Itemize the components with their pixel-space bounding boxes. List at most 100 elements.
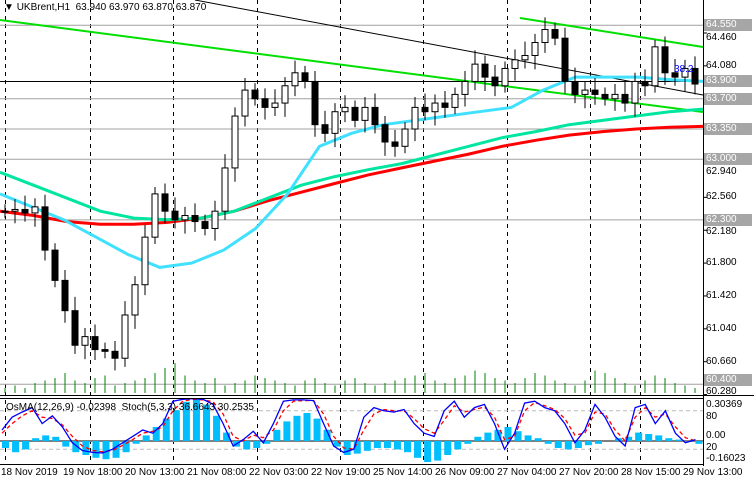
osma-bar: [373, 441, 381, 448]
bull-candle: [291, 72, 299, 87]
time-axis-label: 19 Nov 18:00: [63, 467, 123, 478]
osma-bar: [92, 441, 100, 458]
osma-bar: [132, 441, 140, 444]
osma-bar: [203, 404, 210, 441]
price-axis-label: 64.460: [706, 31, 737, 43]
indicator-title: OsMA(12,26,9) -0.02398 Stoch(5,3,3) 36.6…: [6, 402, 254, 413]
bear-candle: [101, 349, 109, 352]
bull-candle: [451, 93, 459, 108]
bull-candle: [271, 102, 279, 108]
level-price-tag: 62.300: [704, 213, 752, 226]
osma-bar: [625, 436, 633, 441]
osma-bar: [22, 441, 30, 450]
osma-bar: [343, 441, 351, 455]
osma-bar: [72, 441, 80, 453]
bear-candle: [601, 93, 609, 100]
bear-candle: [161, 193, 169, 212]
osma-bar: [82, 441, 90, 455]
bear-candle: [301, 72, 309, 82]
osma-bar: [574, 441, 582, 448]
collapse-arrow-icon[interactable]: ▼: [4, 2, 14, 13]
bear-candle: [21, 208, 29, 214]
chart-title: ▼ UKBrent,H1 63.940 63.970 63.870 63.870: [4, 2, 206, 13]
level-price-tag: 63.000: [704, 153, 752, 166]
level-price-tag: 63.350: [704, 123, 752, 135]
osma-bar: [424, 441, 432, 462]
bull-candle: [211, 210, 219, 229]
price-axis-label: 60.280: [706, 386, 737, 397]
bull-candle: [411, 106, 419, 130]
bear-candle: [351, 106, 359, 121]
bull-candle: [581, 89, 589, 95]
time-axis-label: 26 Nov 09:00: [435, 467, 495, 478]
time-axis-label: 22 Nov 03:00: [249, 467, 309, 478]
osma-bar: [404, 441, 411, 453]
bear-candle: [491, 76, 499, 87]
osma-bar: [102, 441, 110, 460]
bull-candle: [121, 314, 129, 359]
fib-level-label: 38.2: [674, 64, 694, 75]
price-axis-label: 62.940: [706, 165, 737, 177]
osma-bar: [544, 441, 552, 444]
bull-candle: [611, 93, 619, 100]
osma-bar: [414, 441, 422, 458]
bear-candle: [591, 89, 599, 95]
osma-bar: [363, 441, 371, 451]
osma-bar: [645, 434, 653, 441]
osma-bar: [32, 438, 40, 441]
osma-bar: [52, 436, 60, 441]
bull-candle: [1, 210, 9, 213]
bear-candle: [251, 89, 259, 100]
osma-bar: [283, 421, 291, 441]
ma-fast-line: [0, 75, 704, 269]
trend-line: [194, 0, 704, 96]
osma-bar: [353, 441, 361, 454]
bear-candle: [321, 124, 329, 134]
osma-bar: [182, 401, 190, 441]
indicator-axis-label: 0.00: [706, 430, 726, 441]
bear-candle: [641, 80, 649, 87]
ohlc-values: 63.940 63.970 63.870 63.870: [75, 2, 207, 13]
stoch-label: Stoch(5,3,3) 36.6643 30.2535: [121, 402, 254, 413]
osma-bar: [12, 441, 20, 453]
bear-candle: [71, 310, 79, 346]
bull-candle: [11, 208, 19, 212]
bull-candle: [281, 85, 289, 104]
bear-candle: [561, 37, 569, 82]
price-axis-label: 61.040: [706, 322, 737, 334]
osma-bar: [383, 441, 391, 448]
price-axis-label: 60.660: [706, 355, 737, 367]
osma-bar: [333, 441, 341, 447]
ma-mid-line: [0, 107, 704, 222]
bear-candle: [621, 93, 629, 104]
bull-candle: [501, 67, 509, 87]
osma-bar: [554, 441, 562, 448]
osma-bar: [42, 435, 50, 441]
osma-bar: [454, 441, 462, 450]
level-price-tag: 63.900: [704, 75, 752, 88]
bull-candle: [681, 67, 689, 78]
bull-candle: [141, 236, 149, 286]
osma-bar: [253, 441, 261, 448]
bear-candle: [571, 80, 579, 95]
osma-bar: [524, 435, 532, 441]
osma-bar: [494, 429, 502, 441]
time-axis-label: 18 Nov 2019: [1, 467, 58, 478]
bull-candle: [531, 42, 539, 56]
osma-bar: [303, 413, 311, 441]
level-price-tag: 64.550: [704, 19, 752, 32]
osma-bar: [675, 439, 683, 441]
price-axis-label: 62.180: [706, 226, 737, 238]
bull-candle: [131, 284, 139, 316]
bull-candle: [81, 336, 89, 346]
bear-candle: [551, 29, 559, 39]
osma-bar: [293, 415, 301, 441]
osma-bar: [564, 441, 572, 450]
time-axis-label: 21 Nov 08:00: [187, 467, 247, 478]
bear-candle: [261, 98, 269, 108]
bear-candle: [61, 279, 69, 312]
osma-bar: [323, 429, 331, 441]
osma-bar: [484, 432, 492, 441]
price-axis-label: 64.080: [706, 59, 737, 71]
